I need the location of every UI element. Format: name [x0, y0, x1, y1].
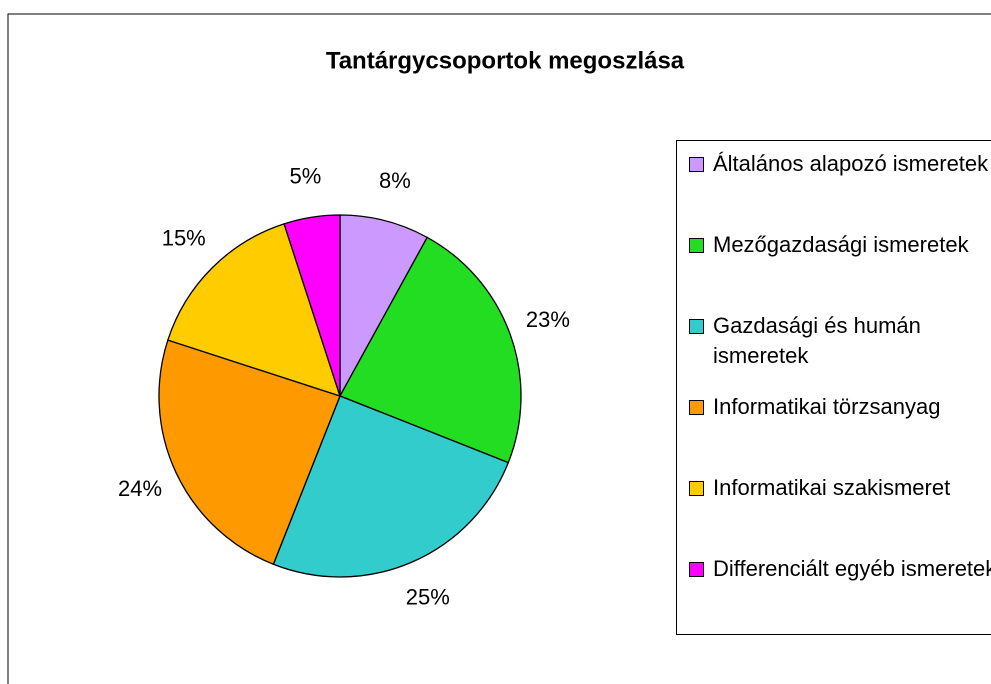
data-label: 8% — [379, 168, 411, 193]
legend-item: Gazdasági és humán ismeretek — [689, 311, 991, 371]
legend-item: Informatikai törzsanyag — [689, 392, 991, 422]
data-label: 24% — [118, 476, 162, 501]
legend-label: Általános alapozó ismeretek — [713, 151, 989, 176]
legend-swatch — [689, 157, 704, 172]
pie-slice — [167, 223, 342, 398]
pie-slice — [272, 395, 510, 578]
pie-slice — [339, 214, 429, 397]
data-label: 25% — [406, 585, 450, 610]
legend-item: Általános alapozó ismeretek — [689, 149, 991, 179]
legend-item: Mezőgazdasági ismeretek — [689, 230, 991, 260]
legend-label: Informatikai szakismeret — [713, 475, 951, 500]
pie-slice — [158, 339, 341, 566]
legend-label: Informatikai törzsanyag — [713, 394, 941, 419]
data-label: 23% — [526, 307, 570, 332]
chart-border — [7, 13, 991, 684]
legend: Általános alapozó ismeretek Mezőgazdasági… — [676, 140, 991, 635]
legend-swatch — [689, 562, 704, 577]
legend-swatch — [689, 238, 704, 253]
legend-label: Differenciált egyéb ismeretek — [713, 556, 991, 581]
pie-slice — [283, 214, 341, 397]
legend-label: Gazdasági és humán ismeretek — [713, 313, 921, 368]
chart-title: Tantárgycsoportok megoszlása — [326, 47, 685, 74]
legend-swatch — [689, 400, 704, 415]
data-label: 15% — [162, 226, 206, 251]
pie-slice — [339, 236, 522, 464]
legend-label: Mezőgazdasági ismeretek — [713, 232, 969, 257]
legend-swatch — [689, 319, 704, 334]
data-label: 5% — [290, 164, 322, 189]
legend-swatch — [689, 481, 704, 496]
legend-item: Informatikai szakismeret — [689, 473, 991, 503]
legend-item: Differenciált egyéb ismeretek — [689, 554, 991, 584]
